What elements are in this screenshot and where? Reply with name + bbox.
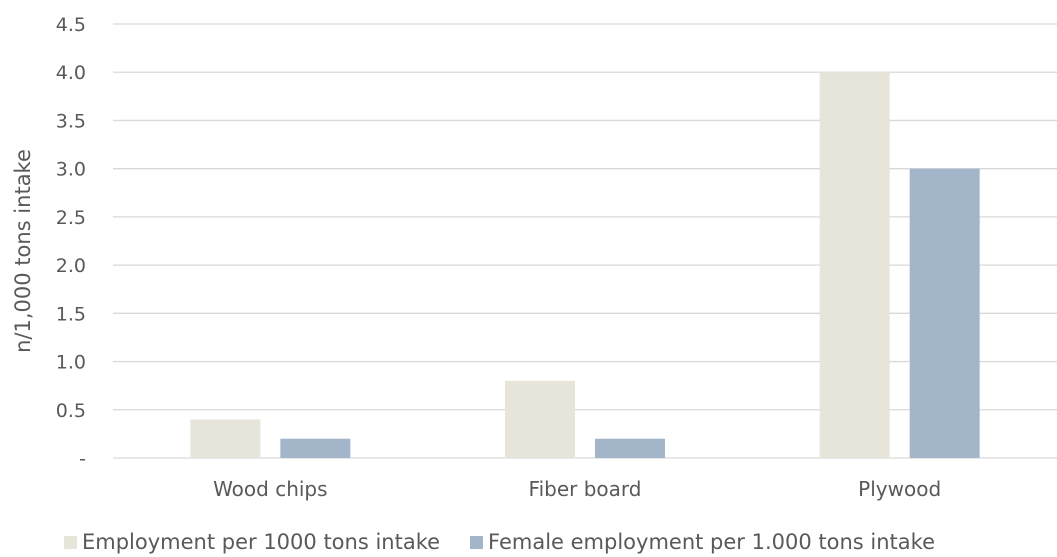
y-tick-label: 4.0: [56, 62, 86, 84]
legend-label-employment: Employment per 1000 tons intake: [82, 530, 441, 554]
bar-chart: - 0.5 1.0 1.5 2.0 2.5 3.0 3.5 4.0 4.5 Wood chips F…: [11, 14, 1057, 501]
x-category-label: Fiber board: [529, 477, 642, 501]
y-tick-label: 0.5: [56, 400, 86, 422]
bar-female-employment: [909, 168, 980, 458]
legend-item-employment: Employment per 1000 tons intake: [64, 530, 440, 554]
y-tick-label: 3.5: [56, 110, 86, 132]
gridlines: [113, 23, 1057, 459]
y-tick-label: -: [79, 448, 86, 470]
x-category-label: Plywood: [858, 477, 941, 501]
y-tick-label: 1.5: [56, 303, 86, 325]
bar-female-employment: [595, 438, 665, 458]
y-axis-ticks: - 0.5 1.0 1.5 2.0 2.5 3.0 3.5 4.0 4.5: [56, 14, 86, 470]
x-axis-categories: Wood chips Fiber board Plywood: [213, 477, 941, 501]
x-category-label: Wood chips: [213, 477, 327, 501]
legend-item-female-employment: Female employment per 1.000 tons intake: [470, 530, 935, 554]
legend-swatch-female-employment: [470, 535, 484, 549]
y-tick-label: 1.0: [56, 352, 86, 374]
legend-swatch-employment: [64, 535, 77, 549]
y-axis-label: n/1,000 tons intake: [11, 149, 35, 353]
bar-employment: [190, 419, 261, 458]
bar-employment: [505, 380, 575, 458]
y-tick-label: 3.0: [56, 159, 86, 181]
bars: [190, 72, 980, 458]
bar-employment: [819, 72, 890, 458]
y-tick-label: 2.5: [56, 207, 86, 229]
y-tick-label: 4.5: [56, 14, 86, 36]
bar-female-employment: [280, 438, 351, 458]
legend: Employment per 1000 tons intake Female e…: [64, 527, 965, 557]
y-tick-label: 2.0: [56, 255, 86, 277]
legend-label-female-employment: Female employment per 1.000 tons intake: [488, 530, 935, 554]
